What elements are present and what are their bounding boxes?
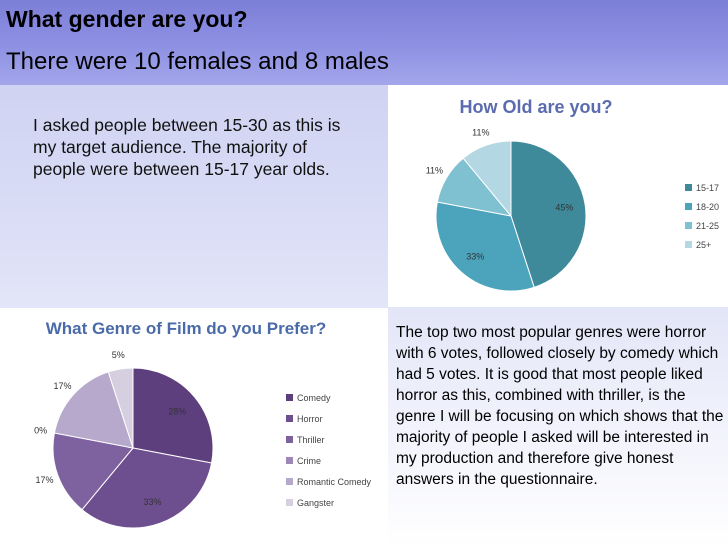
age-legend-swatch-21-25 (685, 222, 692, 229)
genre-legend-swatch-gangster (286, 499, 293, 506)
genre-pie-chart: What Genre of Film do you Prefer? 28% 33%… (34, 319, 372, 529)
genre-legend-swatch-comedy (286, 394, 293, 401)
genre-data-label-romantic-comedy: 17% (53, 381, 71, 391)
genre-legend-entry-romantic-comedy: Romantic Comedy (297, 477, 372, 487)
age-legend-entry-21-25: 21-25 (696, 221, 719, 231)
genre-legend-entry-thriller: Thriller (297, 435, 325, 445)
age-legend-swatch-25 (685, 241, 692, 248)
genre-legend-swatch-thriller (286, 436, 293, 443)
genre-legend-entry-gangster: Gangster (297, 498, 334, 508)
age-legend-swatch-18-20 (685, 203, 692, 210)
age-description: I asked people between 15-30 as this is … (33, 115, 341, 179)
page-title: What gender are you? (6, 6, 248, 32)
genre-legend-swatch-romantic-comedy (286, 478, 293, 485)
genre-data-label-comedy: 28% (168, 406, 186, 416)
genre-slice-romantic-comedy (53, 371, 134, 449)
title-bar (0, 0, 728, 85)
genre-legend-entry-crime: Crime (297, 456, 321, 466)
age-legend-entry-18-20: 18-20 (696, 202, 719, 212)
age-data-label-25: 11% (472, 127, 489, 137)
genre-legend-swatch-crime (286, 457, 293, 464)
genre-slice-thriller (52, 432, 134, 511)
age-legend-entry-15-17: 15-17 (696, 183, 719, 193)
genre-legend-entry-comedy: Comedy (297, 393, 331, 403)
age-slice-25 (462, 140, 512, 218)
genre-data-label-thriller: 17% (36, 475, 54, 485)
genre-slice-horror (81, 447, 213, 529)
age-chart-title: How Old are you? (459, 97, 612, 117)
genre-legend-entry-horror: Horror (297, 414, 323, 424)
age-legend-entry-25: 25+ (696, 240, 711, 250)
age-data-label-15-17: 45% (555, 203, 573, 213)
age-slice-15-17 (510, 140, 587, 288)
genre-description: The top two most popular genres were hor… (396, 324, 724, 488)
genre-chart-title: What Genre of Film do you Prefer? (46, 319, 327, 338)
page-subtitle: There were 10 females and 8 males (6, 48, 389, 75)
genre-slice-comedy (132, 367, 214, 464)
genre-legend-swatch-horror (286, 415, 293, 422)
age-pie-chart: How Old are you? 45% 33% 11% 11% 15-17 18-20… (426, 97, 719, 292)
age-data-label-18-20: 33% (466, 252, 484, 262)
age-data-label-21-25: 11% (426, 166, 443, 176)
age-chart-panel: How Old are you? 45% 33% 11% 11% 15-17 18-20… (388, 85, 728, 307)
genre-data-label-horror: 33% (144, 497, 162, 507)
genre-data-label-gangster: 5% (112, 350, 125, 360)
genre-chart-panel: What Genre of Film do you Prefer? 28% 33%… (0, 308, 388, 546)
genre-slice-gangster (107, 367, 134, 449)
genre-data-label-crime: 0% (34, 425, 47, 435)
age-slice-18-20 (435, 201, 535, 292)
age-legend-swatch-15-17 (685, 184, 692, 191)
